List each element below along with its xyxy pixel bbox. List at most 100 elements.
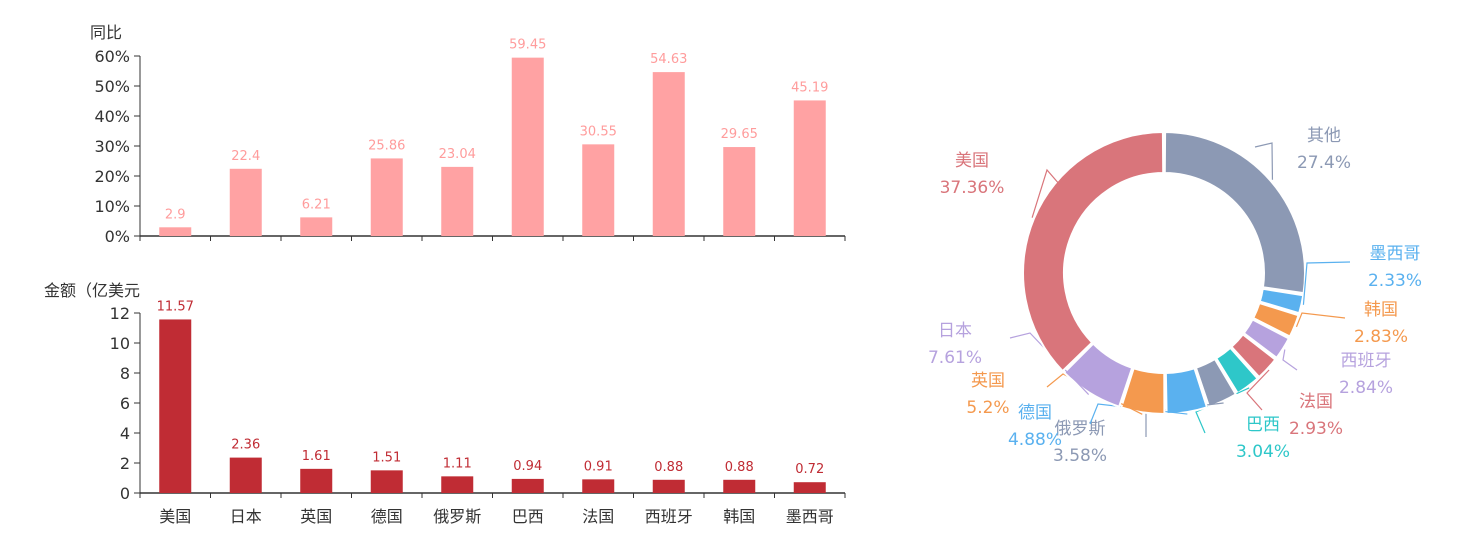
donut-slice bbox=[1194, 357, 1238, 408]
amount-bar bbox=[652, 479, 685, 493]
donut-slice-percent: 27.4% bbox=[1297, 153, 1351, 173]
yoy-value-label: 59.45 bbox=[509, 38, 546, 53]
amount-bar bbox=[582, 479, 615, 493]
category-label: 英国 bbox=[300, 507, 332, 526]
yoy-bar bbox=[723, 147, 756, 236]
donut-slice bbox=[1163, 130, 1306, 295]
amount-bar bbox=[300, 468, 333, 493]
yoy-value-label: 25.86 bbox=[368, 138, 405, 153]
yoy-value-label: 54.63 bbox=[650, 52, 687, 67]
donut-leader-line bbox=[1009, 332, 1090, 395]
yoy-value-label: 6.21 bbox=[302, 197, 331, 212]
yoy-bar bbox=[229, 168, 262, 236]
donut-slice-percent: 2.84% bbox=[1339, 378, 1393, 398]
donut-slice-percent: 7.61% bbox=[928, 348, 982, 368]
donut-slice bbox=[1022, 130, 1165, 373]
donut-leader-line bbox=[1246, 369, 1270, 411]
amount-value-label: 0.91 bbox=[584, 459, 613, 474]
yoy-value-label: 22.4 bbox=[231, 149, 260, 164]
yoy-y-tick-label: 0% bbox=[105, 227, 130, 246]
amount-y-tick-label: 10 bbox=[110, 334, 130, 353]
donut-slice-name: 韩国 bbox=[1364, 300, 1398, 320]
donut-slice bbox=[1164, 366, 1209, 415]
amount-bar bbox=[723, 479, 756, 493]
yoy-y-tick-label: 20% bbox=[94, 167, 130, 186]
yoy-value-label: 30.55 bbox=[580, 124, 617, 139]
yoy-bar bbox=[441, 166, 474, 236]
amount-bar bbox=[511, 478, 544, 493]
donut-slice-percent: 2.83% bbox=[1354, 327, 1408, 347]
donut-leader-line bbox=[1282, 349, 1298, 371]
donut-leader-line bbox=[1254, 142, 1274, 180]
donut-slice-name: 日本 bbox=[938, 321, 972, 341]
yoy-y-tick-label: 30% bbox=[94, 137, 130, 156]
amount-y-tick-label: 0 bbox=[120, 484, 130, 503]
donut-slice-name: 其他 bbox=[1307, 126, 1341, 146]
category-label: 美国 bbox=[159, 507, 191, 526]
category-label: 墨西哥 bbox=[786, 507, 834, 526]
amount-value-label: 2.36 bbox=[231, 438, 260, 453]
donut-slice-name: 墨西哥 bbox=[1370, 244, 1421, 264]
amount-y-tick-label: 8 bbox=[120, 364, 130, 383]
donut-leader-line bbox=[1302, 261, 1351, 305]
donut-slice-percent: 37.36% bbox=[940, 178, 1005, 198]
donut-leader-line bbox=[1031, 168, 1061, 218]
yoy-bar bbox=[652, 72, 685, 236]
amount-bar bbox=[370, 470, 403, 493]
donut-slice-name: 德国 bbox=[1018, 403, 1052, 423]
amount-bar bbox=[229, 457, 262, 493]
donut-slice bbox=[1230, 333, 1277, 379]
donut-slice bbox=[1251, 301, 1300, 338]
yoy-y-tick-label: 50% bbox=[94, 77, 130, 96]
amount-bar bbox=[159, 319, 192, 493]
donut-slice-name: 英国 bbox=[971, 371, 1005, 391]
donut-slice bbox=[1119, 367, 1166, 415]
amount-bar bbox=[441, 476, 474, 493]
category-label: 巴西 bbox=[512, 507, 544, 526]
yoy-axis-title: 同比 bbox=[90, 23, 122, 42]
category-label: 法国 bbox=[582, 507, 614, 526]
yoy-value-label: 45.19 bbox=[791, 80, 828, 95]
yoy-y-tick-label: 60% bbox=[94, 47, 130, 66]
donut-slice-percent: 2.33% bbox=[1368, 271, 1422, 291]
yoy-bar bbox=[582, 144, 615, 236]
amount-bar-chart: 金额（亿美元 0 2 4 6 8 10 12 11.57 2.36 1.61 1.51 1.11 0.94… bbox=[44, 281, 846, 526]
amount-value-label: 0.88 bbox=[725, 460, 754, 475]
donut-slice-name: 俄罗斯 bbox=[1055, 419, 1106, 439]
category-label: 德国 bbox=[371, 507, 403, 526]
amount-value-label: 1.61 bbox=[302, 449, 331, 464]
donut-slice bbox=[1062, 342, 1134, 408]
donut-slice-percent: 3.04% bbox=[1236, 442, 1290, 462]
category-label: 西班牙 bbox=[645, 507, 693, 526]
donut-slice bbox=[1258, 287, 1305, 315]
donut-slice-percent: 5.2% bbox=[966, 398, 1009, 418]
yoy-value-label: 29.65 bbox=[721, 127, 758, 142]
amount-y-tick-label: 4 bbox=[120, 424, 130, 443]
donut-slice-percent: 2.93% bbox=[1289, 419, 1343, 439]
donut-slice-name: 巴西 bbox=[1246, 415, 1280, 435]
category-label: 俄罗斯 bbox=[433, 507, 481, 526]
donut-slice-name: 西班牙 bbox=[1341, 351, 1392, 371]
donut-slice-percent: 4.88% bbox=[1008, 430, 1062, 450]
amount-value-label: 0.94 bbox=[513, 459, 542, 474]
amount-y-tick-label: 12 bbox=[110, 304, 130, 323]
donut-leader-line bbox=[1295, 312, 1346, 328]
yoy-bar bbox=[793, 100, 826, 237]
amount-value-label: 11.57 bbox=[157, 299, 194, 314]
amount-bar bbox=[793, 482, 826, 493]
amount-axis-title: 金额（亿美元 bbox=[44, 281, 140, 300]
amount-y-tick-label: 6 bbox=[120, 394, 130, 413]
amount-value-label: 1.51 bbox=[372, 450, 401, 465]
yoy-value-label: 23.04 bbox=[439, 147, 476, 162]
yoy-bar bbox=[511, 57, 544, 237]
amount-y-tick-label: 2 bbox=[120, 454, 130, 473]
yoy-bar bbox=[159, 227, 192, 236]
amount-value-label: 0.88 bbox=[654, 460, 683, 475]
donut-slice-percent: 3.58% bbox=[1053, 446, 1107, 466]
yoy-value-label: 2.9 bbox=[165, 207, 186, 222]
amount-value-label: 1.11 bbox=[443, 456, 472, 471]
yoy-y-tick-label: 40% bbox=[94, 107, 130, 126]
yoy-y-tick-label: 10% bbox=[94, 197, 130, 216]
